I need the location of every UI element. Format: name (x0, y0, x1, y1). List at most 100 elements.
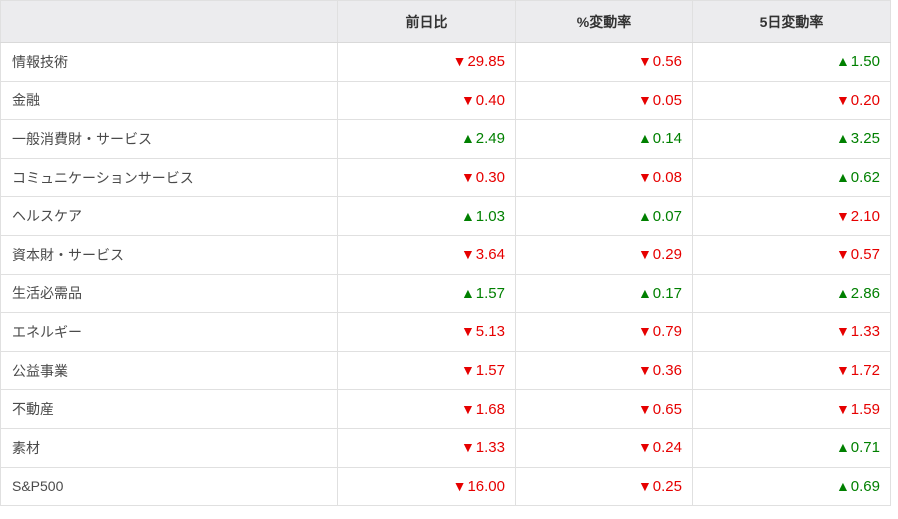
value-text: 16.00 (467, 477, 505, 495)
up-triangle-icon: ▲ (637, 284, 652, 301)
table-row: 一般消費財・サービス ▲2.49 ▲0.14 ▲3.25 (0, 119, 891, 159)
down-triangle-icon: ▼ (637, 323, 652, 340)
five-day-change-value: ▼1.72 (692, 351, 891, 391)
value-text: 2.10 (850, 207, 880, 225)
change-value: ▼1.68 (337, 389, 516, 429)
down-triangle-icon: ▼ (460, 169, 475, 186)
pct-change-value: ▼0.08 (515, 158, 693, 198)
pct-change-value: ▼0.56 (515, 42, 693, 82)
sector-label: 金融 (0, 81, 338, 121)
down-triangle-icon: ▼ (452, 53, 467, 70)
up-triangle-icon: ▲ (460, 130, 475, 147)
down-triangle-icon: ▼ (835, 91, 850, 108)
five-day-change-value: ▲2.86 (692, 274, 891, 314)
five-day-change-value: ▼1.59 (692, 389, 891, 429)
five-day-change-value: ▲0.62 (692, 158, 891, 198)
value-text: 2.86 (850, 284, 880, 302)
down-triangle-icon: ▼ (460, 362, 475, 379)
pct-change-value: ▼0.36 (515, 351, 693, 391)
change-value: ▼1.33 (337, 428, 516, 468)
value-text: 1.50 (850, 53, 880, 71)
sector-label: コミュニケーションサービス (0, 158, 338, 198)
value-text: 1.57 (475, 284, 505, 302)
value-text: 2.49 (475, 130, 505, 148)
five-day-change-value: ▲1.50 (692, 42, 891, 82)
value-text: 1.33 (850, 323, 880, 341)
down-triangle-icon: ▼ (835, 362, 850, 379)
five-day-change-value: ▼0.20 (692, 81, 891, 121)
value-text: 0.14 (652, 130, 682, 148)
table-header: 前日比 %変動率 5日変動率 (0, 0, 891, 43)
change-value: ▼0.40 (337, 81, 516, 121)
change-value: ▼16.00 (337, 467, 516, 506)
table-row: エネルギー ▼5.13 ▼0.79 ▼1.33 (0, 312, 891, 352)
down-triangle-icon: ▼ (637, 477, 652, 494)
change-value: ▼1.57 (337, 351, 516, 391)
sector-label: エネルギー (0, 312, 338, 352)
value-text: 0.05 (652, 91, 682, 109)
down-triangle-icon: ▼ (452, 477, 467, 494)
value-text: 0.62 (850, 169, 880, 187)
down-triangle-icon: ▼ (637, 400, 652, 417)
up-triangle-icon: ▲ (637, 207, 652, 224)
up-triangle-icon: ▲ (835, 130, 850, 147)
header-row: 前日比 %変動率 5日変動率 (0, 0, 891, 43)
value-text: 0.08 (652, 169, 682, 187)
sector-label: 素材 (0, 428, 338, 468)
down-triangle-icon: ▼ (835, 323, 850, 340)
pct-change-value: ▼0.65 (515, 389, 693, 429)
value-text: 0.30 (475, 169, 505, 187)
five-day-change-value: ▼0.57 (692, 235, 891, 275)
table-row: ヘルスケア ▲1.03 ▲0.07 ▼2.10 (0, 196, 891, 236)
value-text: 0.57 (850, 246, 880, 264)
up-triangle-icon: ▲ (637, 130, 652, 147)
table-row: S&P500 ▼16.00 ▼0.25 ▲0.69 (0, 467, 891, 506)
table-row: 公益事業 ▼1.57 ▼0.36 ▼1.72 (0, 351, 891, 391)
down-triangle-icon: ▼ (835, 400, 850, 417)
value-text: 1.33 (475, 439, 505, 457)
value-text: 3.64 (475, 246, 505, 264)
up-triangle-icon: ▲ (835, 53, 850, 70)
pct-change-value: ▲0.07 (515, 196, 693, 236)
value-text: 0.17 (652, 284, 682, 302)
sector-label: 情報技術 (0, 42, 338, 82)
table-row: 生活必需品 ▲1.57 ▲0.17 ▲2.86 (0, 274, 891, 314)
change-value: ▼5.13 (337, 312, 516, 352)
column-header-change: 前日比 (337, 0, 516, 43)
value-text: 0.20 (850, 91, 880, 109)
sector-label: 一般消費財・サービス (0, 119, 338, 159)
pct-change-value: ▲0.14 (515, 119, 693, 159)
pct-change-value: ▲0.17 (515, 274, 693, 314)
change-value: ▼3.64 (337, 235, 516, 275)
value-text: 0.40 (475, 91, 505, 109)
value-text: 1.57 (475, 362, 505, 380)
value-text: 5.13 (475, 323, 505, 341)
five-day-change-value: ▲0.71 (692, 428, 891, 468)
down-triangle-icon: ▼ (460, 91, 475, 108)
down-triangle-icon: ▼ (637, 169, 652, 186)
sector-performance-table: 前日比 %変動率 5日変動率 情報技術 ▼29.85 ▼0.56 ▲1.50 金融 ▼0.… (0, 0, 891, 507)
up-triangle-icon: ▲ (460, 207, 475, 224)
value-text: 0.69 (850, 477, 880, 495)
table-body: 情報技術 ▼29.85 ▼0.56 ▲1.50 金融 ▼0.40 ▼0.05 ▼0.20 一般消… (0, 42, 891, 506)
up-triangle-icon: ▲ (835, 169, 850, 186)
pct-change-value: ▼0.79 (515, 312, 693, 352)
sector-label: 公益事業 (0, 351, 338, 391)
down-triangle-icon: ▼ (637, 362, 652, 379)
value-text: 29.85 (467, 53, 505, 71)
value-text: 0.24 (652, 439, 682, 457)
down-triangle-icon: ▼ (637, 439, 652, 456)
down-triangle-icon: ▼ (460, 246, 475, 263)
value-text: 0.65 (652, 400, 682, 418)
down-triangle-icon: ▼ (835, 246, 850, 263)
up-triangle-icon: ▲ (835, 439, 850, 456)
change-value: ▲1.03 (337, 196, 516, 236)
value-text: 0.29 (652, 246, 682, 264)
value-text: 1.59 (850, 400, 880, 418)
table-row: 金融 ▼0.40 ▼0.05 ▼0.20 (0, 81, 891, 121)
change-value: ▼0.30 (337, 158, 516, 198)
down-triangle-icon: ▼ (460, 323, 475, 340)
column-header-pct-change: %変動率 (515, 0, 693, 43)
value-text: 1.68 (475, 400, 505, 418)
down-triangle-icon: ▼ (835, 207, 850, 224)
